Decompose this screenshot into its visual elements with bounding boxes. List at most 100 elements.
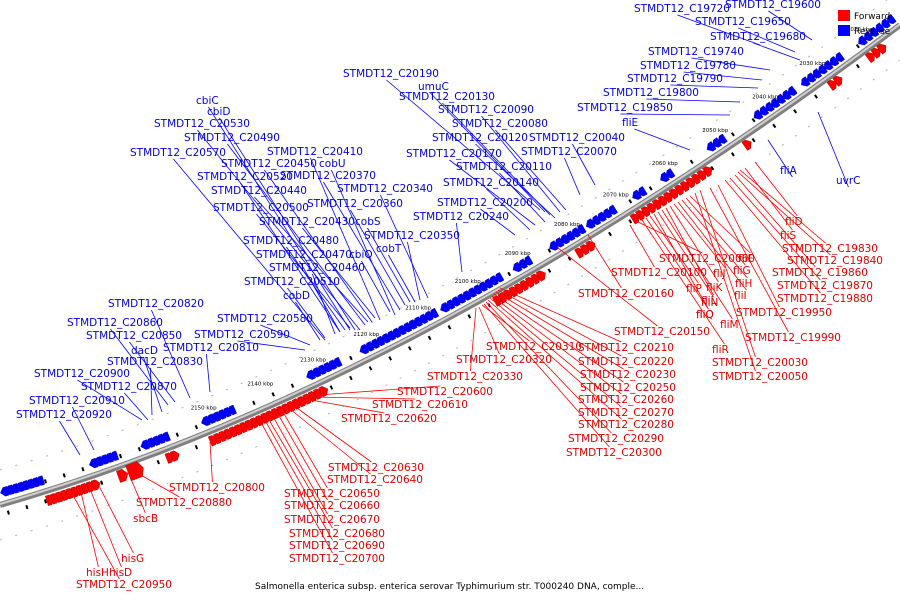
reverse-gene-arrow [494, 272, 505, 283]
tick-label-2130-kbp: 2130 kbp [300, 358, 326, 364]
gene-label: STMDT12_C20170 [406, 148, 502, 160]
tick-dash [855, 43, 860, 49]
reverse-gene-arrow [665, 168, 676, 179]
reverse-gene-arrow [489, 275, 499, 286]
gene-label: STMDT12_C19840 [787, 255, 883, 267]
leader-line [407, 241, 421, 301]
leader-line [489, 297, 622, 408]
tick-dash [689, 159, 694, 165]
leader-line [483, 303, 610, 448]
leader-line [817, 111, 849, 188]
leader-line [653, 213, 709, 310]
gene-label: STMDT12_C20430 [259, 216, 355, 228]
reverse-gene-arrow [322, 361, 332, 373]
forward-gene-arrow [657, 195, 668, 207]
forward-gene-arrow [530, 273, 541, 285]
leader-line [677, 201, 747, 291]
reverse-gene-arrow [364, 341, 375, 352]
leader-line [143, 356, 163, 413]
gene-label: fliM [720, 319, 739, 331]
leader-line [739, 169, 826, 244]
gene-label: STMDT12_C20570 [130, 147, 226, 159]
forward-gene-arrow [826, 79, 837, 91]
reverse-gene-arrow [770, 97, 781, 108]
leader-line [95, 479, 134, 554]
tick-label-2040-kbp: 2040 kbp [752, 94, 778, 100]
gene-label: cobD [283, 290, 310, 302]
backbone [0, 0, 900, 541]
leader-line [388, 254, 416, 303]
tick-dash [547, 248, 552, 253]
reverse-gene-arrow [835, 51, 845, 62]
forward-gene-arrow [668, 188, 679, 200]
tick-dash [290, 383, 295, 388]
leader-line [497, 289, 622, 357]
gene-label: cbiC [196, 95, 219, 107]
tick-dash [118, 453, 123, 459]
forward-gene-arrow [690, 173, 701, 185]
tick-dash [349, 355, 353, 361]
leader-line [478, 306, 500, 355]
tick-label-2150-kbp: 2150 kbp [191, 405, 217, 411]
gene-label: STMDT12_C19790 [627, 73, 723, 85]
tick-dash [271, 392, 275, 397]
reverse-gene-arrow [632, 189, 642, 200]
gene-label: STMDT12_C20300 [566, 447, 662, 459]
gene-label: STMDT12_C19950 [736, 307, 832, 319]
forward-gene-arrow [864, 52, 875, 64]
reverse-gene-arrow [806, 72, 817, 83]
leader-line [299, 260, 341, 333]
gene-label: STMDT12_C20680 [289, 528, 385, 540]
reverse-gene-arrow [759, 105, 770, 116]
leader-line [491, 295, 622, 395]
leader-line [564, 157, 581, 196]
gene-label: fliH [735, 278, 752, 290]
reverse-gene-arrow [660, 171, 670, 182]
legend-forward-swatch [838, 10, 850, 21]
forward-gene-arrow [635, 209, 646, 221]
gene-label: STMDT12_C20260 [578, 394, 674, 406]
leader-line [311, 396, 416, 400]
gene-label: STMDT12_C20090 [438, 104, 534, 116]
leader-line [646, 98, 741, 103]
leader-line [661, 209, 733, 320]
gene-label: STMDT12_C20350 [364, 230, 460, 242]
leader-line [287, 287, 326, 339]
reverse-gene-arrow [706, 141, 717, 152]
gene-label: STMDT12_C20360 [307, 198, 403, 210]
reverse-gene-arrow [712, 137, 723, 148]
tick-dash [368, 366, 373, 371]
leader-line [430, 92, 546, 213]
tick-dash [194, 424, 199, 430]
gene-label: STMDT12_C20920 [16, 409, 112, 421]
tick-dash [793, 109, 798, 114]
reverse-gene-arrow [812, 68, 823, 79]
legend-forward-label: Forward [854, 12, 890, 22]
leader-line [361, 260, 391, 313]
leader-line [641, 219, 725, 345]
tick-dash [252, 400, 256, 406]
reverse-gene-arrow [637, 186, 648, 197]
gene-label: STMDT12_C19800 [603, 87, 699, 99]
reverse-gene-arrow [512, 261, 523, 273]
gene-label: STMDT12_C20880 [136, 497, 232, 509]
leader-line [208, 106, 351, 331]
leader-line [481, 304, 530, 342]
leader-line [151, 309, 191, 399]
tick-label-2100-kbp: 2100 kbp [455, 279, 481, 285]
reverse-gene-arrow [359, 343, 370, 355]
forward-gene-arrow [629, 213, 640, 225]
forward-gene-arrow [169, 450, 180, 462]
reverse-gene-arrow [801, 76, 811, 87]
reverse-gene-arrow [472, 284, 483, 295]
reverse-gene-arrow [787, 85, 798, 96]
gene-label: STMDT12_C20320 [456, 354, 552, 366]
gene-label: STMDT12_C20230 [580, 369, 676, 381]
reverse-gene-arrow [402, 321, 413, 333]
leader-line [87, 483, 122, 568]
leader-line [557, 247, 658, 327]
gene-label: STMDT12_C20870 [81, 381, 177, 393]
gene-label: STMDT12_C20190 [343, 68, 439, 80]
gene-label: STMDT12_C19720 [634, 3, 730, 15]
leader-line [681, 199, 748, 279]
